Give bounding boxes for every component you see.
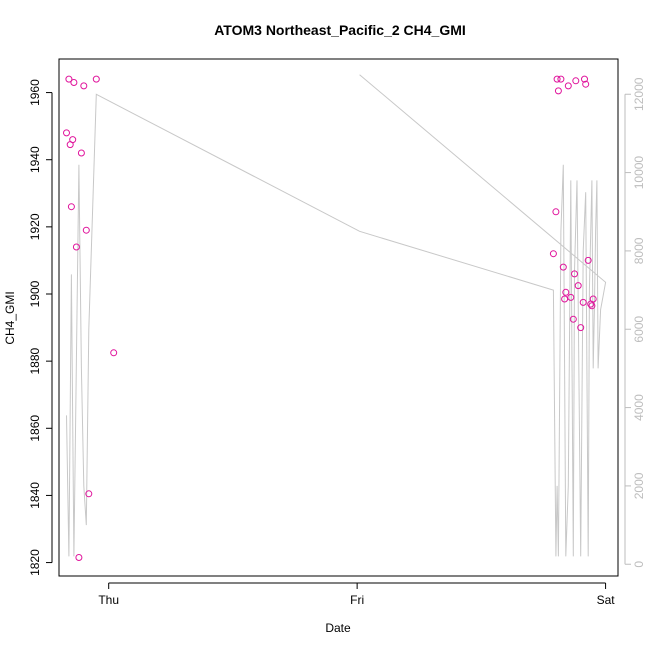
data-point	[567, 293, 575, 301]
data-point	[581, 75, 588, 83]
altitude-line	[66, 74, 607, 557]
data-point	[72, 243, 80, 251]
data-point	[564, 82, 572, 90]
left-tick-label: 1940	[28, 146, 42, 173]
data-point	[579, 298, 587, 306]
data-point	[92, 75, 100, 83]
data-point	[559, 263, 567, 271]
right-tick-label: 12000	[632, 77, 646, 111]
data-point	[77, 149, 85, 157]
left-tick-label: 1920	[28, 213, 42, 240]
left-tick-label: 1880	[28, 347, 42, 374]
data-point	[577, 324, 585, 332]
data-point	[589, 295, 597, 303]
data-point	[549, 250, 557, 258]
x-tick-label: Fri	[350, 593, 364, 607]
data-point	[63, 129, 70, 137]
data-point	[557, 75, 565, 83]
data-point	[75, 554, 83, 561]
right-y-axis: 0 2000 4000 6000 8000 10000 12000	[624, 77, 646, 568]
data-point	[582, 80, 590, 88]
data-point	[561, 295, 569, 303]
right-tick-label: 4000	[632, 394, 646, 421]
right-tick-label: 6000	[632, 316, 646, 343]
ch4-points	[63, 75, 597, 561]
data-point	[571, 270, 578, 278]
right-tick-label: 0	[632, 561, 646, 568]
data-point	[69, 136, 77, 144]
x-tick-label: Sat	[597, 593, 616, 607]
x-axis: Thu Fri Sat	[98, 582, 616, 607]
x-tick-label: Thu	[98, 593, 119, 607]
data-point	[553, 75, 561, 83]
data-point	[584, 256, 592, 264]
data-point	[85, 490, 93, 498]
left-tick-label: 1900	[28, 280, 42, 307]
data-point	[569, 315, 577, 323]
right-tick-label: 8000	[632, 237, 646, 264]
plot-frame	[58, 58, 619, 577]
data-point	[80, 82, 88, 90]
left-tick-label: 1960	[28, 79, 42, 106]
data-point	[110, 349, 118, 357]
data-point	[574, 282, 582, 290]
y-axis-label: CH4_GMI	[3, 291, 17, 344]
data-point	[588, 302, 596, 310]
left-tick-label: 1820	[28, 549, 42, 576]
left-y-axis: 1820 1840 1860 1880 1900 1920 1940 1960	[28, 79, 53, 576]
data-point	[67, 203, 75, 211]
left-tick-label: 1840	[28, 482, 42, 509]
data-point	[70, 79, 78, 86]
data-point	[82, 226, 90, 234]
data-point	[552, 208, 560, 216]
right-tick-label: 10000	[632, 156, 646, 190]
left-tick-label: 1860	[28, 415, 42, 442]
chart-title: ATOM3 Northeast_Pacific_2 CH4_GMI	[214, 22, 466, 38]
right-tick-label: 2000	[632, 472, 646, 499]
data-point	[562, 288, 570, 296]
altitude-series	[66, 74, 607, 557]
data-point	[554, 87, 562, 95]
data-point	[572, 77, 580, 85]
data-point	[65, 75, 73, 83]
x-axis-label: Date	[325, 621, 351, 635]
